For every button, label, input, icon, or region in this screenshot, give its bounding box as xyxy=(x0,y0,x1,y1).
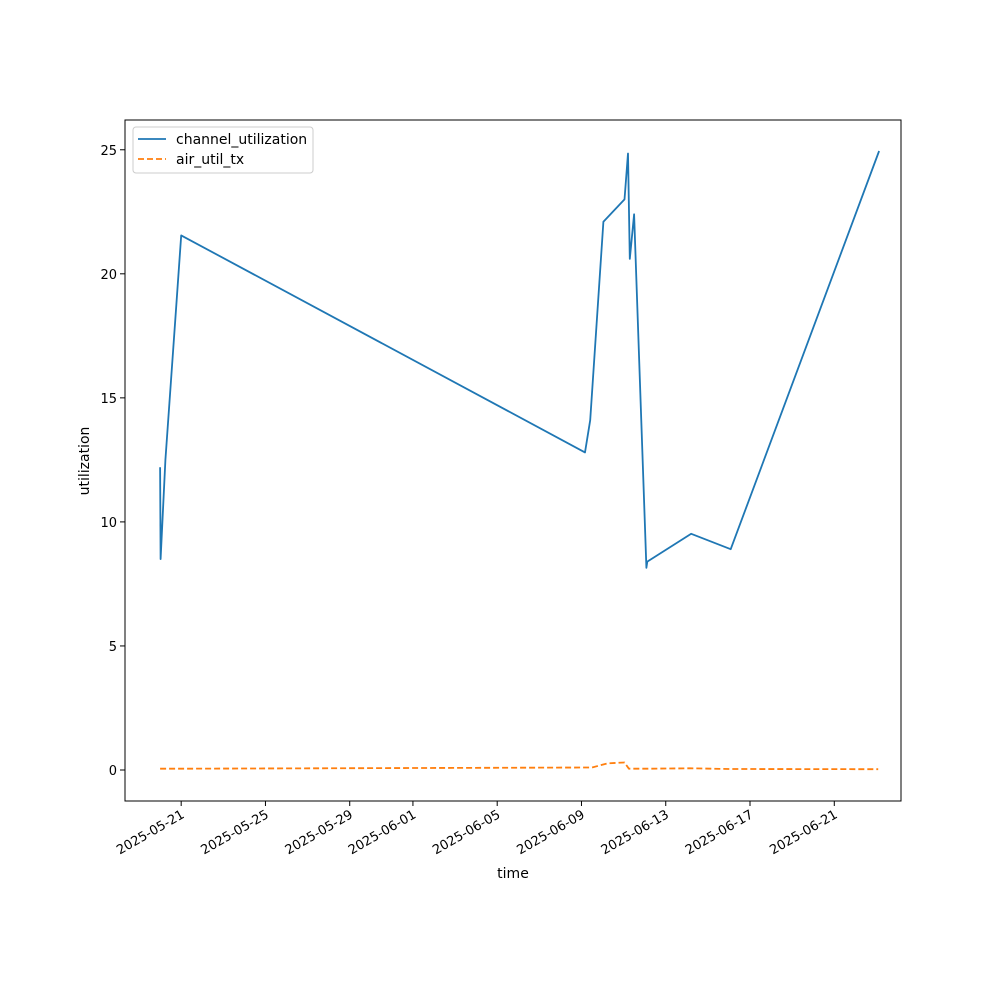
series-layer xyxy=(159,150,880,771)
series-line-air-util-tx xyxy=(160,761,879,771)
plot-frame xyxy=(124,119,902,802)
series-line-channel-utilization xyxy=(159,150,880,569)
y-tick-label: 25 xyxy=(100,144,117,159)
legend-box xyxy=(132,126,314,174)
y-axis: 0 5 10 15 20 25 xyxy=(100,144,125,779)
legend-label-channel-utilization: channel_utilization xyxy=(176,132,307,148)
y-tick-label: 15 xyxy=(100,392,117,407)
y-tick-label: 10 xyxy=(100,516,117,531)
legend-label-air-util-tx: air_util_tx xyxy=(176,152,244,168)
y-tick-label: 0 xyxy=(109,764,117,779)
x-axis-label: time xyxy=(497,866,529,882)
y-axis-label: utilization xyxy=(77,427,93,496)
y-tick-label: 5 xyxy=(109,640,117,655)
legend: channel_utilization air_util_tx xyxy=(132,126,314,174)
y-tick-label: 20 xyxy=(100,268,117,283)
